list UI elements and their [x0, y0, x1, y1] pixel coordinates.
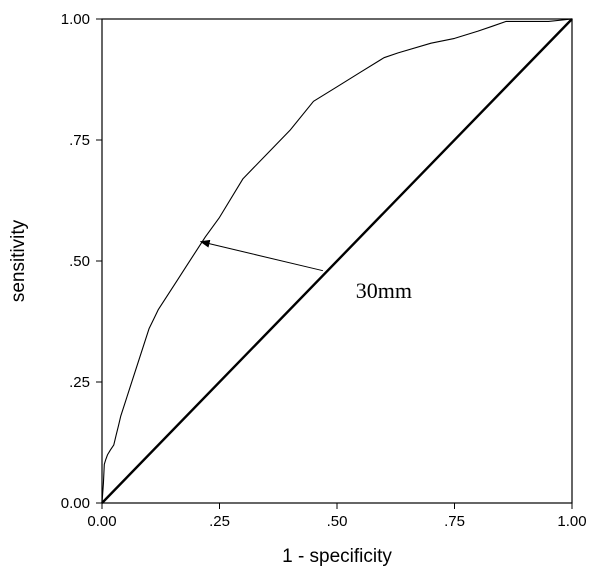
x-tick-label: .75: [444, 513, 465, 530]
x-tick-label: 1.00: [557, 513, 586, 530]
x-axis-ticks: 0.00 .25 .50 .75 1.00: [87, 503, 587, 530]
y-tick-label: .50: [69, 253, 90, 270]
y-axis-ticks: 0.00 .25 .50 .75 1.00: [61, 11, 102, 512]
y-axis-title: sensitivity: [8, 219, 29, 302]
annotation-label: 30mm: [356, 278, 412, 303]
roc-curve-line: [101, 18, 573, 504]
y-tick-label: .75: [69, 132, 90, 149]
x-tick-label: 0.00: [87, 513, 116, 530]
annotation-arrow: [199, 239, 324, 272]
reference-diagonal-line: [101, 18, 573, 504]
annotation-layer: 30mm: [199, 239, 412, 303]
x-tick-label: .50: [327, 513, 348, 530]
y-tick-label: .25: [69, 374, 90, 391]
y-tick-label: 0.00: [61, 495, 90, 512]
x-axis-title: 1 - specificity: [282, 546, 392, 567]
y-tick-label: 1.00: [61, 11, 90, 28]
series-layer: [101, 18, 573, 504]
x-tick-label: .25: [209, 513, 230, 530]
